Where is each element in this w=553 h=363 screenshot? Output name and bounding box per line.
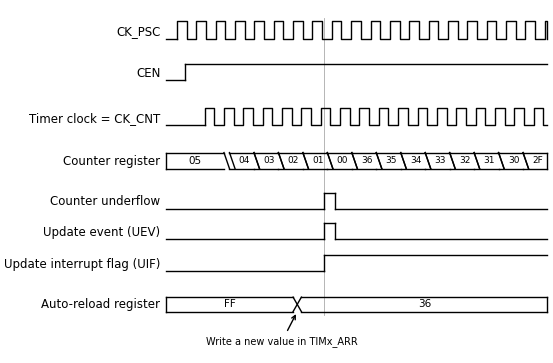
Text: 35: 35	[385, 156, 397, 165]
Text: Timer clock = CK_CNT: Timer clock = CK_CNT	[29, 112, 160, 125]
Text: 32: 32	[459, 156, 470, 165]
Text: 02: 02	[288, 156, 299, 165]
Text: CK_PSC: CK_PSC	[116, 25, 160, 38]
Text: 34: 34	[410, 156, 421, 165]
Text: 30: 30	[508, 156, 519, 165]
Text: 33: 33	[435, 156, 446, 165]
Text: Counter underflow: Counter underflow	[50, 195, 160, 208]
Text: Update interrupt flag (UIF): Update interrupt flag (UIF)	[4, 258, 160, 271]
Text: 04: 04	[239, 156, 250, 165]
Text: Counter register: Counter register	[63, 155, 160, 168]
Text: 01: 01	[312, 156, 324, 165]
Text: 00: 00	[337, 156, 348, 165]
Text: FF: FF	[223, 299, 236, 309]
Text: Write a new value in TIMx_ARR: Write a new value in TIMx_ARR	[206, 315, 358, 347]
Text: Auto-reload register: Auto-reload register	[41, 298, 160, 311]
Text: 03: 03	[263, 156, 275, 165]
Text: 36: 36	[361, 156, 373, 165]
Text: 2F: 2F	[533, 156, 544, 165]
Text: 36: 36	[418, 299, 431, 309]
Text: CEN: CEN	[136, 67, 160, 80]
Text: Update event (UEV): Update event (UEV)	[43, 226, 160, 239]
Text: 31: 31	[483, 156, 495, 165]
Text: 05: 05	[189, 156, 201, 166]
